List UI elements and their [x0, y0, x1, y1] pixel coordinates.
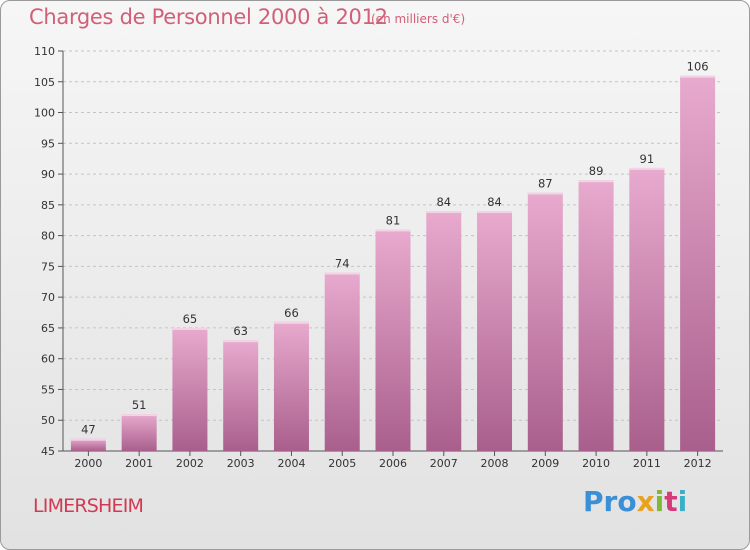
bar-highlight	[273, 321, 309, 324]
bar	[680, 75, 716, 451]
bar	[375, 229, 411, 451]
x-tick-label: 2006	[379, 457, 407, 470]
data-label: 84	[487, 195, 502, 209]
bar-highlight	[477, 211, 513, 213]
bar-highlight	[121, 414, 157, 417]
x-tick-label: 2002	[176, 457, 204, 470]
chart-subtitle: (en milliers d'€)	[371, 12, 466, 26]
logo-part: Pro	[583, 485, 637, 518]
y-tick-label: 55	[41, 383, 55, 396]
x-tick-label: 2001	[125, 457, 153, 470]
chart-title: Charges de Personnel 2000 à 2012	[29, 5, 388, 29]
bar	[477, 211, 513, 451]
y-tick-label: 75	[41, 260, 55, 273]
bar-highlight	[426, 211, 462, 213]
y-tick-label: 105	[34, 76, 55, 89]
data-label: 65	[183, 312, 198, 326]
bar	[223, 340, 259, 451]
logo-part: i	[677, 485, 688, 518]
y-tick-label: 60	[41, 353, 55, 366]
bar-highlight	[375, 229, 411, 232]
bar	[578, 180, 614, 451]
bar-highlight	[324, 272, 360, 275]
y-tick-label: 85	[41, 199, 55, 212]
bar	[527, 192, 563, 452]
bar	[273, 321, 309, 451]
bar-highlight	[527, 192, 563, 195]
proxiti-logo[interactable]: Proxiti	[583, 485, 687, 518]
data-label: 81	[386, 213, 401, 227]
data-label: 106	[687, 60, 709, 74]
x-tick-label: 2007	[430, 457, 458, 470]
x-tick-label: 2004	[277, 457, 305, 470]
bar	[172, 327, 208, 451]
x-tick-label: 2008	[481, 457, 509, 470]
bar	[426, 211, 462, 451]
data-label: 63	[233, 324, 248, 338]
data-label: 89	[589, 164, 604, 178]
logo-part: i	[654, 485, 665, 518]
y-tick-label: 100	[34, 107, 55, 120]
y-tick-label: 110	[34, 45, 55, 58]
logo-part: t	[664, 485, 678, 518]
bar	[70, 438, 106, 451]
bar-highlight	[223, 340, 259, 343]
data-label: 84	[436, 195, 451, 209]
y-tick-label: 80	[41, 230, 55, 243]
y-tick-label: 95	[41, 137, 55, 150]
data-label: 91	[640, 152, 655, 166]
data-label: 66	[284, 306, 299, 320]
y-tick-label: 65	[41, 322, 55, 335]
x-tick-label: 2003	[227, 457, 255, 470]
y-tick-label: 45	[41, 445, 55, 458]
bar-highlight	[172, 327, 208, 330]
data-label: 47	[81, 423, 96, 437]
place-name: LIMERSHEIM	[33, 495, 144, 517]
data-label: 87	[538, 177, 553, 191]
bar	[629, 167, 665, 451]
x-tick-label: 2009	[531, 457, 559, 470]
logo-part: x	[636, 485, 655, 518]
bar-highlight	[70, 438, 106, 441]
x-tick-label: 2012	[684, 457, 712, 470]
data-label: 74	[335, 257, 350, 271]
x-tick-label: 2010	[582, 457, 610, 470]
bar-highlight	[578, 180, 614, 183]
y-tick-label: 90	[41, 168, 55, 181]
bar-highlight	[680, 75, 716, 78]
bar	[324, 272, 360, 451]
bar	[121, 414, 157, 451]
x-tick-label: 2000	[74, 457, 102, 470]
data-label: 51	[132, 398, 147, 412]
x-tick-label: 2011	[633, 457, 661, 470]
y-tick-label: 70	[41, 291, 55, 304]
y-tick-label: 50	[41, 414, 55, 427]
bar-highlight	[629, 167, 665, 170]
x-tick-label: 2005	[328, 457, 356, 470]
